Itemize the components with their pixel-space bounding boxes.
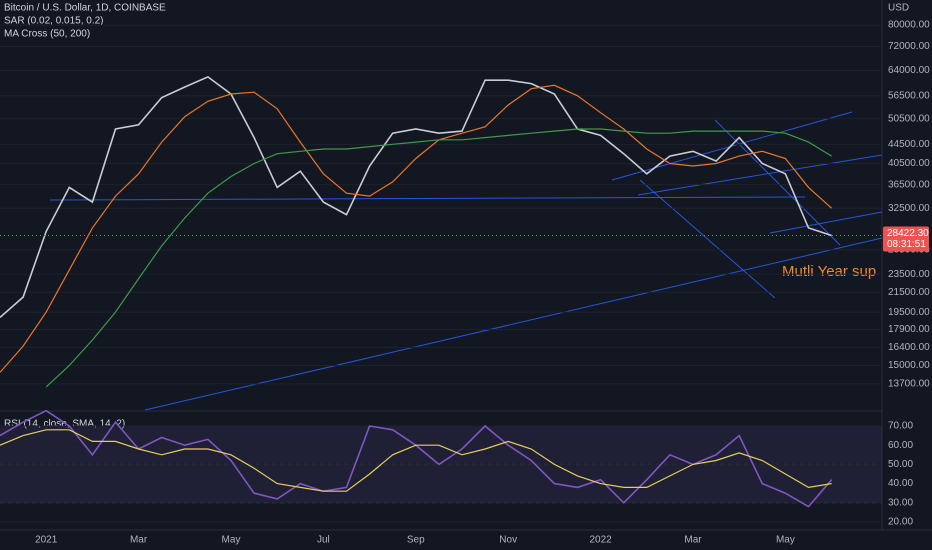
y-tick-label: 13700.00 <box>888 379 930 390</box>
x-tick-label: Nov <box>499 535 517 546</box>
y-tick-label: 20.00 <box>888 517 913 528</box>
y-tick-label: 72000.00 <box>888 41 930 52</box>
trend-line <box>639 179 776 299</box>
x-tick-label: Mar <box>130 535 148 546</box>
x-tick-label: Mar <box>684 535 702 546</box>
annotation: Mutli Year sup <box>782 263 876 280</box>
countdown-label: 08:31:51 <box>887 239 926 250</box>
y-tick-label: 15000.00 <box>888 360 930 371</box>
trend-line <box>49 196 806 201</box>
y-tick-label: 36500.00 <box>888 179 930 190</box>
indicator-label: SAR (0.02, 0.015, 0.2) <box>4 16 104 27</box>
y-tick-label: 16400.00 <box>888 342 930 353</box>
last-price-box <box>883 226 929 252</box>
symbol-title: Bitcoin / U.S. Dollar, 1D, COINBASE <box>4 3 166 14</box>
y-tick-label: 40500.00 <box>888 158 930 169</box>
x-tick-label: 2022 <box>589 535 612 546</box>
y-tick-label: 80000.00 <box>888 20 930 31</box>
trend-line <box>144 237 883 411</box>
y-tick-label: 56500.00 <box>888 90 930 101</box>
y-tick-label: 23500.00 <box>888 269 930 280</box>
last-price-label: 28422.30 <box>887 228 929 239</box>
indicator-label: MA Cross (50, 200) <box>4 29 90 40</box>
x-tick-label: Jul <box>317 535 330 546</box>
y-tick-label: 32500.00 <box>888 203 930 214</box>
y-tick-label: 21500.00 <box>888 287 930 298</box>
trend-line <box>769 211 883 234</box>
x-tick-label: May <box>222 535 241 546</box>
y-tick-label: 64000.00 <box>888 65 930 76</box>
y-tick-label: 17900.00 <box>888 324 930 335</box>
series-line <box>45 128 832 388</box>
series-line <box>0 75 832 319</box>
indicator-label: RSI (14, close, SMA, 14, 2) <box>4 419 125 430</box>
y-tick-label: 50.00 <box>888 459 913 470</box>
y-tick-label: 44500.00 <box>888 139 930 150</box>
y-tick-label: 40.00 <box>888 478 913 489</box>
x-tick-label: May <box>776 535 795 546</box>
y-tick-label: 70.00 <box>888 421 913 432</box>
y-tick-label: 50500.00 <box>888 113 930 124</box>
axis-unit: USD <box>888 3 909 14</box>
y-tick-label: 19500.00 <box>888 307 930 318</box>
x-tick-label: Sep <box>407 535 425 546</box>
series-line <box>0 84 833 373</box>
y-tick-label: 60.00 <box>888 440 913 451</box>
trend-line <box>637 154 883 196</box>
y-tick-label: 30.00 <box>888 497 913 508</box>
series-line <box>0 429 832 492</box>
x-tick-label: 2021 <box>35 535 58 546</box>
